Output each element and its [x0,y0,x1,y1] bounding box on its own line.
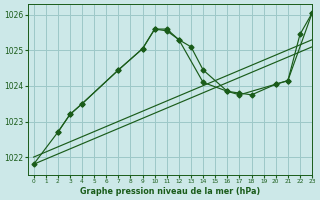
X-axis label: Graphe pression niveau de la mer (hPa): Graphe pression niveau de la mer (hPa) [80,187,260,196]
